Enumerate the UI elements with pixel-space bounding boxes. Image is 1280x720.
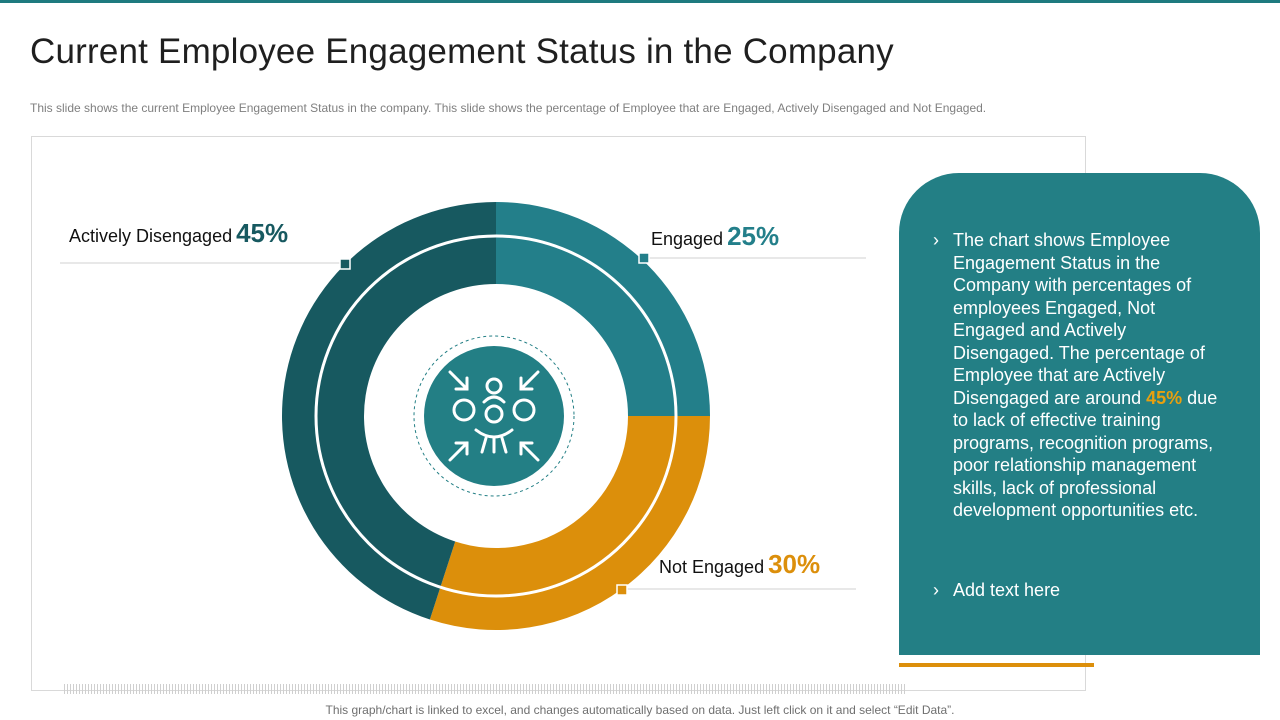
info-point-2[interactable]: › Add text here xyxy=(933,579,1061,600)
team-collaboration-icon xyxy=(413,335,575,497)
label-name: Not Engaged xyxy=(659,557,765,577)
label-engaged: Engaged 25% xyxy=(651,221,779,252)
decorative-dotted-strip xyxy=(64,684,906,694)
label-not-engaged: Not Engaged 30% xyxy=(659,549,820,580)
donut-slices xyxy=(281,202,711,630)
page-title: Current Employee Engagement Status in th… xyxy=(30,32,894,71)
top-accent-rule xyxy=(0,0,1280,3)
inner-white-ring xyxy=(314,234,678,598)
label-name: Engaged xyxy=(651,229,724,249)
page-subtitle: This slide shows the current Employee En… xyxy=(30,101,987,115)
info-point-1: › The chart shows Employee Engagement St… xyxy=(933,230,1218,520)
slice-engaged[interactable] xyxy=(496,202,710,416)
label-percent: 25% xyxy=(727,221,780,251)
label-name: Actively Disengaged xyxy=(69,226,233,246)
slice-not-engaged[interactable] xyxy=(429,416,711,630)
card-accent-rule xyxy=(899,663,1094,667)
chevron-right-icon: › xyxy=(933,230,939,250)
leader-lines xyxy=(60,252,866,596)
info-card[interactable]: › The chart shows Employee Engagement St… xyxy=(899,173,1260,655)
leader-engaged xyxy=(638,252,866,264)
label-percent: 45% xyxy=(236,218,289,248)
slice-actively-disengaged[interactable] xyxy=(281,202,496,620)
footer-note: This graph/chart is linked to excel, and… xyxy=(325,703,955,717)
label-percent: 30% xyxy=(768,549,821,579)
highlight-percent: 45% xyxy=(1146,387,1183,408)
leader-not-engaged xyxy=(616,584,856,596)
chevron-right-icon: › xyxy=(933,579,939,600)
label-actively-disengaged: Actively Disengaged 45% xyxy=(69,218,288,249)
leader-actively-disengaged xyxy=(60,258,351,270)
